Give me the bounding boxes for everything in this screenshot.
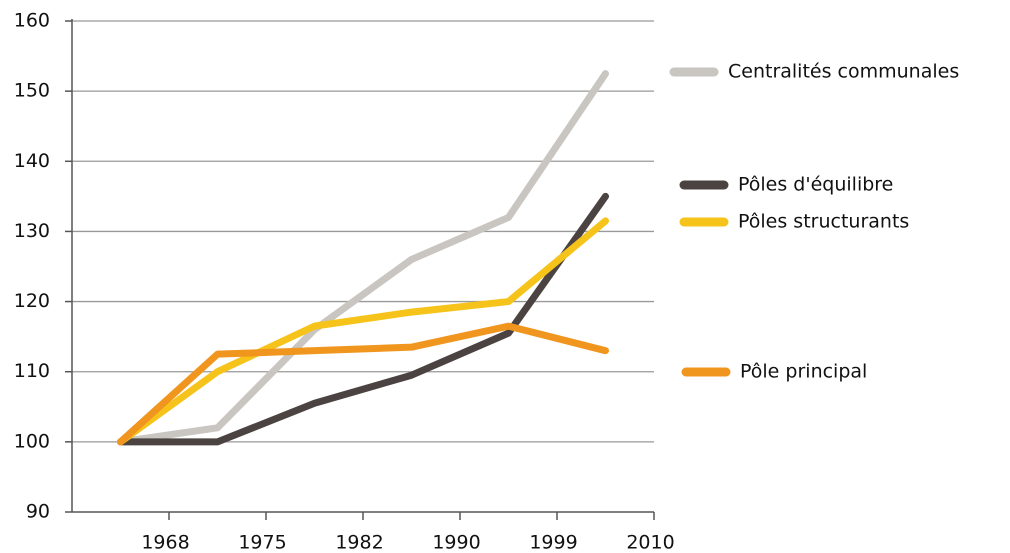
y-tick-label: 90 [26,501,50,523]
y-tick-label: 120 [14,290,50,312]
x-tick-label: 1999 [529,532,577,553]
legend-label: Centralités communales [728,61,959,83]
x-tick-label: 1975 [238,532,286,553]
y-tick-label: 110 [14,360,50,382]
legend-label: Pôles d'équilibre [738,174,893,196]
y-tick-label: 140 [14,150,50,172]
x-tick-label: 1982 [335,532,383,553]
series-line [117,322,609,446]
y-tick-label: 130 [14,220,50,242]
legend-label: Pôle principal [740,361,867,383]
series-line [117,217,609,446]
y-tick-label: 100 [14,430,50,452]
y-tick-label: 160 [14,10,50,32]
y-tick-label: 150 [14,80,50,102]
x-tick-label: 1968 [141,532,189,553]
series-line [117,70,609,446]
x-tick-label: 1990 [432,532,480,553]
x-tick-label: 2010 [626,532,674,553]
legend-label: Pôles structurants [738,211,909,233]
series-line [117,192,609,446]
